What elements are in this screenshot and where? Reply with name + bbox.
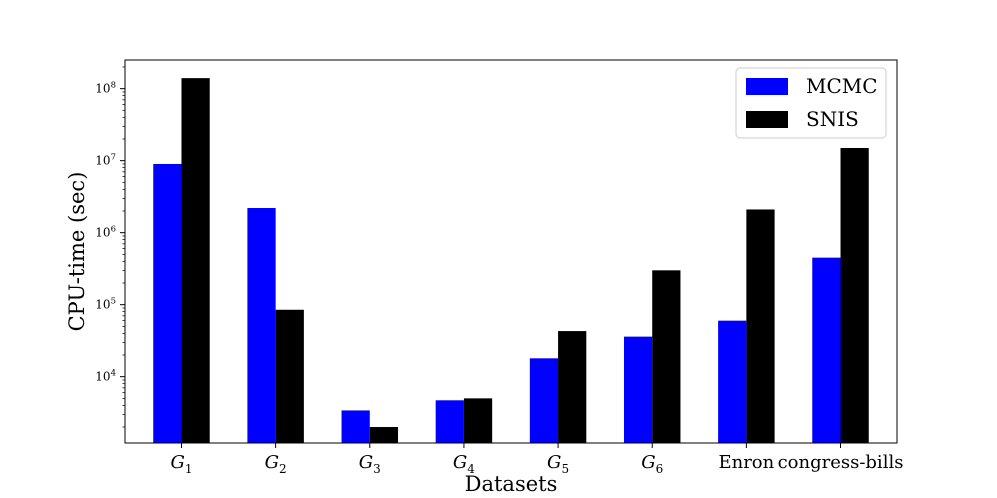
y-tick-label: 107 <box>95 153 116 168</box>
legend-label-snis: SNIS <box>806 107 859 131</box>
bar-snis-1 <box>275 309 304 443</box>
y-tick-label: 105 <box>95 297 116 312</box>
x-tick-label: G5 <box>547 452 569 476</box>
plot-frame <box>124 59 898 444</box>
y-axis-label: CPU-time (sec) <box>65 172 89 332</box>
y-tick-label: 108 <box>95 81 116 96</box>
bar-mcmc-2 <box>341 410 370 443</box>
legend: MCMC SNIS <box>735 67 887 139</box>
bar-snis-4 <box>558 331 587 443</box>
bar-snis-2 <box>369 427 399 443</box>
bar-mcmc-1 <box>247 208 276 443</box>
bars-group <box>153 78 869 444</box>
x-axis-label: Datasets <box>465 472 558 496</box>
bar-snis-0 <box>181 78 210 443</box>
x-tick-label: congress-bills <box>778 452 904 473</box>
y-axis: 104 105 106 107 108 <box>95 66 125 428</box>
y-tick-label: 104 <box>95 369 116 384</box>
x-tick-label: G4 <box>453 452 475 476</box>
bar-mcmc-3 <box>435 400 464 443</box>
bar-mcmc-7 <box>812 257 841 443</box>
bar-mcmc-4 <box>529 358 559 443</box>
bar-snis-6 <box>746 209 775 443</box>
bar-mcmc-0 <box>153 163 182 443</box>
x-tick-label: Enron <box>718 452 774 473</box>
bar-mcmc-5 <box>623 336 653 443</box>
legend-swatch-snis <box>746 111 788 128</box>
x-tick-label: G3 <box>359 452 381 476</box>
y-tick-label: 106 <box>95 225 116 240</box>
bar-snis-3 <box>463 398 493 443</box>
x-axis: G1 G2 G3 G4 G5 G6 Enron congress-bills <box>170 443 903 476</box>
x-tick-label: G1 <box>170 452 192 476</box>
x-tick-label: G6 <box>641 452 663 476</box>
bar-snis-5 <box>652 270 681 443</box>
x-tick-label: G2 <box>265 452 287 476</box>
bar-mcmc-6 <box>718 320 747 443</box>
legend-label-mcmc: MCMC <box>806 74 878 98</box>
legend-swatch-mcmc <box>746 78 788 95</box>
bar-snis-7 <box>840 147 869 444</box>
